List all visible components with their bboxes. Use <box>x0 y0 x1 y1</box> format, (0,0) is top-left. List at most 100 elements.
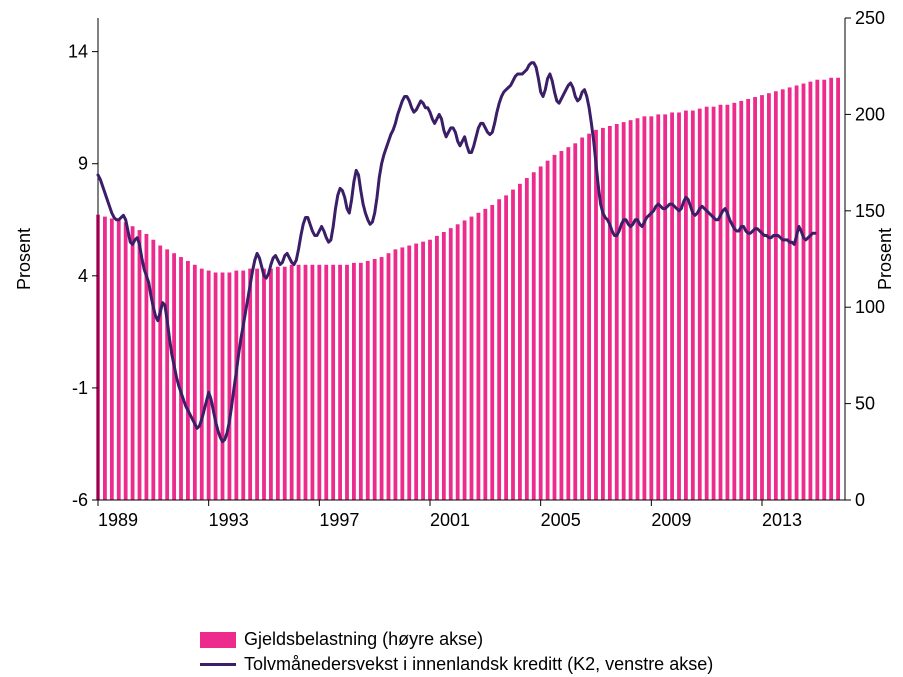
legend: Gjeldsbelastning (høyre akse) Tolvmånede… <box>200 627 903 677</box>
bar <box>829 78 833 500</box>
bar <box>483 209 487 500</box>
bar <box>746 99 750 500</box>
ytick-right: 200 <box>855 104 885 124</box>
ytick-right: 150 <box>855 201 885 221</box>
bar <box>532 172 536 500</box>
bar <box>394 249 398 500</box>
ytick-left: 9 <box>78 154 88 174</box>
bar <box>228 272 232 500</box>
bar <box>138 230 142 500</box>
legend-line-swatch <box>200 663 236 666</box>
bar <box>774 91 778 500</box>
bar <box>103 217 107 500</box>
bar <box>324 265 328 500</box>
bar <box>435 236 439 500</box>
bar <box>151 240 155 500</box>
bar <box>608 126 612 500</box>
bar <box>345 265 349 500</box>
bar <box>477 213 481 500</box>
bar <box>352 263 356 500</box>
bar <box>663 114 667 500</box>
bar <box>788 87 792 500</box>
bar <box>331 265 335 500</box>
ytick-right: 50 <box>855 394 875 414</box>
legend-label-bars: Gjeldsbelastning (høyre akse) <box>244 629 483 650</box>
bar <box>560 151 564 500</box>
bar <box>366 261 370 500</box>
bar <box>760 95 764 500</box>
ytick-left: -1 <box>72 378 88 398</box>
left-axis-title: Prosent <box>14 228 34 290</box>
bar <box>373 259 377 500</box>
bar <box>781 89 785 500</box>
bar <box>497 199 501 500</box>
bar <box>248 269 252 500</box>
bar <box>158 246 162 500</box>
bar <box>276 267 280 500</box>
bar <box>795 85 799 500</box>
bar <box>836 78 840 500</box>
bar <box>732 103 736 500</box>
bar <box>511 190 515 500</box>
legend-swatch-bars <box>200 632 236 648</box>
bar <box>186 261 190 500</box>
bar <box>815 80 819 500</box>
bar <box>387 253 391 500</box>
bar <box>214 272 218 500</box>
bar <box>809 82 813 500</box>
ytick-right: 0 <box>855 490 865 510</box>
right-axis-title: Prosent <box>875 228 895 290</box>
bar <box>124 222 128 500</box>
bar <box>504 195 508 500</box>
ytick-left: -6 <box>72 490 88 510</box>
bar <box>359 263 363 500</box>
bar <box>539 166 543 500</box>
bar <box>470 217 474 500</box>
bar <box>317 265 321 500</box>
bar <box>110 219 114 500</box>
bar <box>705 107 709 500</box>
bar <box>283 267 287 500</box>
bar <box>421 242 425 500</box>
bar <box>643 116 647 500</box>
bar <box>262 269 266 500</box>
bar <box>753 97 757 500</box>
bar <box>587 134 591 500</box>
bar <box>297 265 301 500</box>
xtick: 2005 <box>541 510 581 530</box>
bar <box>622 122 626 500</box>
bar <box>269 269 273 500</box>
bar <box>698 109 702 500</box>
bar <box>428 240 432 500</box>
xtick: 1993 <box>209 510 249 530</box>
bar <box>200 269 204 500</box>
bar <box>553 155 557 500</box>
bar <box>414 244 418 500</box>
bar <box>407 246 411 500</box>
bar <box>573 143 577 500</box>
bar <box>380 257 384 500</box>
bar <box>649 116 653 500</box>
xtick: 1989 <box>98 510 138 530</box>
bar <box>629 120 633 500</box>
credit-chart: -6-1491405010015020025019891993199720012… <box>0 0 903 623</box>
bar <box>117 220 121 500</box>
bar <box>179 257 183 500</box>
bar <box>400 247 404 500</box>
bar <box>290 265 294 500</box>
bar <box>338 265 342 500</box>
bar <box>518 184 522 500</box>
legend-item-line: Tolvmånedersvekst i innenlandsk kreditt … <box>200 654 713 675</box>
bar <box>684 111 688 500</box>
bar <box>456 224 460 500</box>
bar <box>304 265 308 500</box>
bar <box>580 138 584 500</box>
ytick-right: 100 <box>855 297 885 317</box>
bar <box>767 93 771 500</box>
xtick: 2013 <box>762 510 802 530</box>
bar <box>221 272 225 500</box>
bar <box>207 271 211 500</box>
bar <box>241 271 245 500</box>
xtick: 2001 <box>430 510 470 530</box>
bar <box>165 249 169 500</box>
